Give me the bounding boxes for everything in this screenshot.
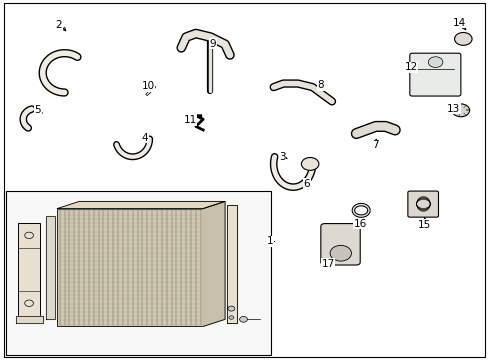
- Text: 5: 5: [35, 105, 41, 115]
- Polygon shape: [57, 208, 203, 327]
- Circle shape: [228, 316, 233, 319]
- Text: 10: 10: [142, 81, 155, 91]
- Text: 8: 8: [317, 80, 324, 90]
- Circle shape: [427, 57, 442, 67]
- Text: 7: 7: [372, 140, 378, 150]
- Polygon shape: [226, 205, 237, 323]
- Text: 15: 15: [417, 220, 430, 230]
- Polygon shape: [16, 316, 42, 323]
- Polygon shape: [19, 223, 40, 316]
- Circle shape: [451, 104, 468, 117]
- Text: 13: 13: [446, 104, 459, 113]
- Bar: [6, 191, 271, 355]
- Polygon shape: [57, 202, 224, 208]
- Polygon shape: [46, 216, 55, 319]
- Text: 1: 1: [266, 237, 273, 247]
- Circle shape: [301, 157, 318, 170]
- Text: 4: 4: [141, 133, 148, 143]
- Circle shape: [239, 316, 247, 322]
- Text: 16: 16: [353, 219, 366, 229]
- Text: 3: 3: [279, 153, 285, 162]
- Circle shape: [227, 306, 234, 311]
- Polygon shape: [203, 202, 224, 327]
- FancyBboxPatch shape: [407, 191, 438, 217]
- Text: 2: 2: [55, 19, 62, 30]
- Text: 11: 11: [183, 115, 196, 125]
- Circle shape: [329, 246, 351, 261]
- Text: 14: 14: [452, 18, 465, 28]
- FancyBboxPatch shape: [409, 53, 460, 96]
- Text: 17: 17: [321, 259, 334, 269]
- Text: 9: 9: [209, 39, 216, 49]
- Text: 6: 6: [303, 179, 309, 189]
- Text: 12: 12: [404, 63, 417, 72]
- Circle shape: [454, 32, 471, 45]
- FancyBboxPatch shape: [320, 224, 360, 265]
